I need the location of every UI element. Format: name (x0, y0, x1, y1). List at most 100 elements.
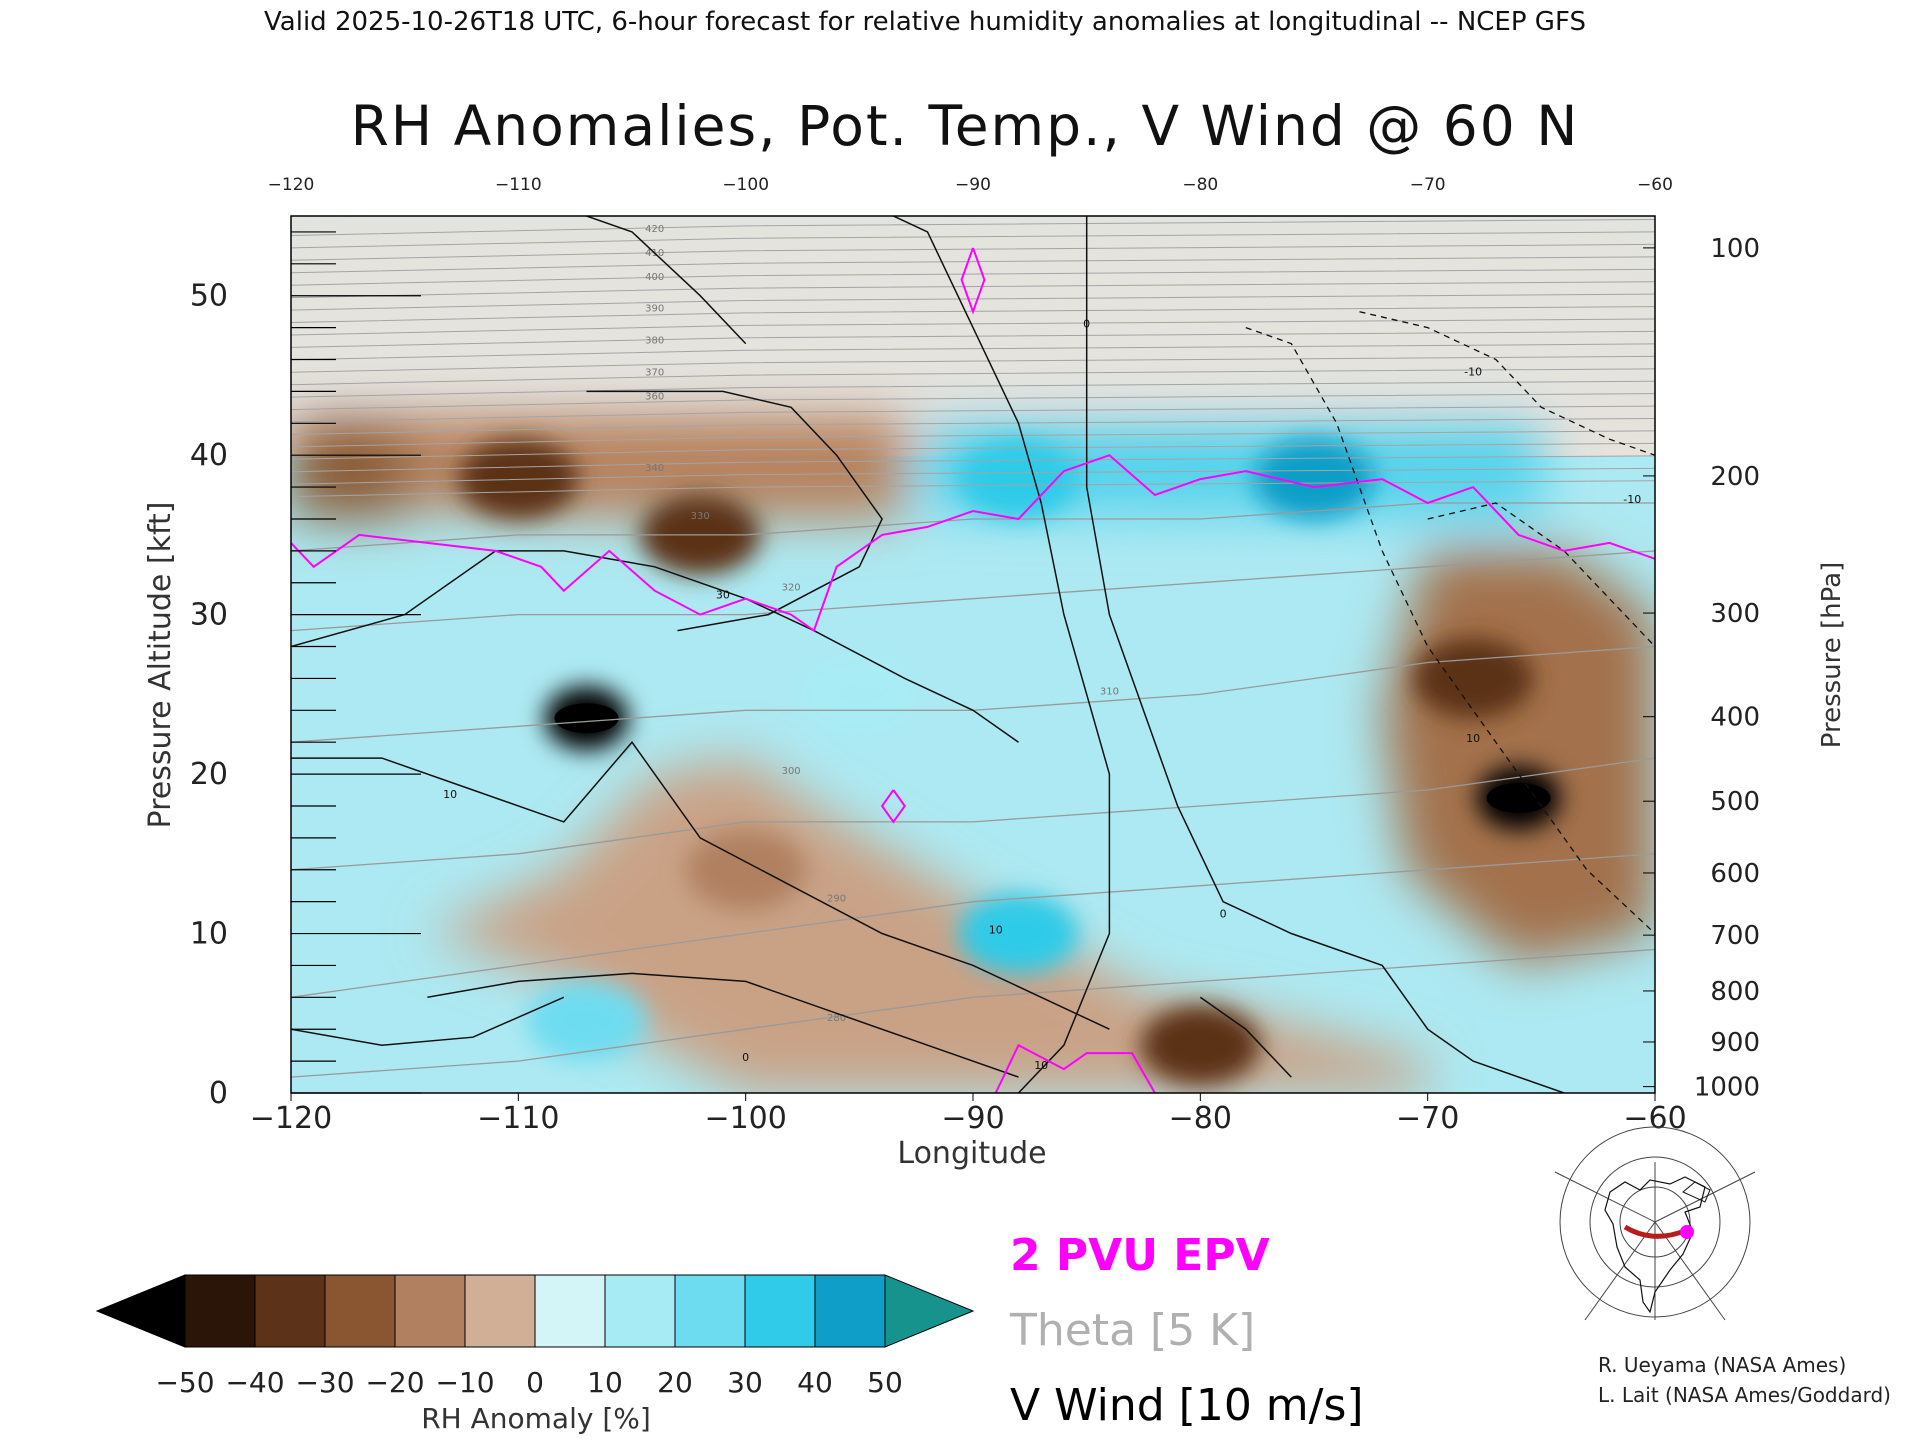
pressure-tick-label: 600 (1710, 859, 1760, 889)
theta-contour (291, 231, 1655, 249)
theta-label: 420 (645, 224, 664, 235)
x-tick-label: −120 (250, 1101, 332, 1136)
pressure-tick-label: 800 (1710, 977, 1760, 1007)
theta-contour (291, 418, 1655, 435)
pressure-tick-label: 500 (1710, 787, 1760, 817)
top-tick-label: −100 (722, 175, 769, 195)
y-tick-label: 20 (190, 757, 228, 792)
forecast-header: Valid 2025-10-26T18 UTC, 6-hour forecast… (264, 7, 1586, 37)
wind-label: 0 (742, 1051, 749, 1064)
top-tick-label: −110 (495, 175, 542, 195)
anomaly-core (1486, 783, 1551, 814)
colorbar-label: RH Anomaly [%] (421, 1402, 651, 1435)
theta-contour (291, 368, 1655, 386)
plot-area: 2802903003103203303403603703803904004104… (291, 216, 1655, 1093)
theta-contour (291, 430, 1655, 448)
colorbar-tick-label: 30 (727, 1366, 763, 1399)
anomaly-feature (685, 829, 806, 910)
wind-label: 10 (1034, 1059, 1048, 1072)
theta-label: 390 (645, 304, 664, 315)
theta-contour (291, 355, 1655, 373)
y-tick-label: 0 (209, 1076, 228, 1111)
anomaly-feature (526, 981, 647, 1062)
colorbar-segment (674, 1274, 746, 1348)
wind-contour (891, 216, 1111, 1093)
colorbar-tick-label: −40 (225, 1366, 284, 1399)
theta-contour (291, 256, 1655, 274)
location-marker-icon (1680, 1225, 1694, 1239)
theta-contour (291, 330, 1655, 348)
colorbar-segment (464, 1274, 536, 1348)
theta-label: 320 (782, 583, 801, 594)
wind-label: 10 (443, 788, 457, 801)
colorbar-segment (184, 1274, 256, 1348)
theta-label: 370 (645, 367, 664, 378)
theta-contour (291, 948, 1655, 1078)
pv-contour-surface (994, 1043, 1156, 1093)
colorbar-over-arrow (884, 1274, 975, 1348)
top-tick-label: −80 (1182, 175, 1218, 195)
theta-contour (291, 467, 1655, 485)
anomaly-feature (958, 439, 1079, 520)
pressure-tick-label: 400 (1710, 703, 1760, 733)
colorbar-segment (394, 1274, 466, 1348)
theta-contour (291, 281, 1655, 299)
legend-wind: V Wind [10 m/s] (1010, 1380, 1364, 1431)
theta-contour (291, 393, 1655, 411)
colorbar-under-arrow (95, 1274, 186, 1348)
theta-contour (291, 343, 1655, 361)
y-tick-label: 40 (190, 438, 228, 473)
chart-title: RH Anomalies, Pot. Temp., V Wind @ 60 N (351, 94, 1580, 158)
colorbar-tick-label: 50 (867, 1366, 903, 1399)
credit-line-2: L. Lait (NASA Ames/Goddard) (1598, 1383, 1891, 1407)
theta-contour (291, 550, 1655, 632)
pv-contour-island (960, 247, 986, 315)
colorbar-tick-label: −30 (295, 1366, 354, 1399)
theta-contour (291, 293, 1655, 311)
top-tick-label: −90 (955, 175, 991, 195)
theta-contour (291, 268, 1655, 286)
wind-contour (584, 216, 747, 345)
wind-label: 0 (1220, 908, 1227, 921)
colorbar-tick-label: 0 (526, 1366, 544, 1399)
colorbar-tick-label: 40 (797, 1366, 833, 1399)
legend-pv: 2 PVU EPV (1010, 1230, 1270, 1281)
anomaly-feature (958, 893, 1079, 974)
theta-label: 280 (827, 1013, 846, 1024)
wind-label: 10 (989, 924, 1003, 937)
colorbar-tick-label: 10 (587, 1366, 623, 1399)
x-tick-label: −100 (704, 1101, 786, 1136)
theta-contour (291, 455, 1655, 473)
wind-label: 10 (1466, 732, 1480, 745)
theta-contour (291, 442, 1655, 460)
anomaly-feature (1140, 1005, 1261, 1086)
wind-contour (586, 390, 883, 632)
theta-label: 400 (645, 272, 664, 283)
x-axis-label: Longitude (897, 1136, 1046, 1171)
y-tick-label: 10 (190, 917, 228, 952)
inset-map (1554, 1126, 1756, 1321)
x-tick-label: −80 (1169, 1101, 1232, 1136)
legend-theta: Theta [5 K] (1009, 1305, 1255, 1356)
y-tick-label: 30 (190, 598, 228, 633)
wind-contour (1085, 216, 1565, 1093)
wind-label: 30 (716, 589, 730, 602)
theta-contour (291, 380, 1655, 398)
pressure-tick-label: 700 (1710, 921, 1760, 951)
pv-contour (291, 454, 1655, 633)
colorbar-segment (254, 1274, 326, 1348)
theta-contour (291, 318, 1655, 336)
pressure-tick-label: 900 (1710, 1028, 1760, 1058)
pv-contour-island (880, 789, 907, 824)
wind-label: -10 (1464, 365, 1482, 378)
theta-label: 340 (645, 463, 664, 474)
anomaly-core (554, 703, 619, 734)
wind-contour (427, 972, 1019, 1078)
theta-label: 290 (827, 894, 846, 905)
y-tick-label: 50 (190, 279, 228, 314)
wind-label: -10 (1623, 493, 1641, 506)
colorbar-tick-label: −50 (155, 1366, 214, 1399)
theta-contour (291, 405, 1655, 423)
theta-contour (291, 480, 1655, 498)
colorbar-tick-label: −20 (365, 1366, 424, 1399)
